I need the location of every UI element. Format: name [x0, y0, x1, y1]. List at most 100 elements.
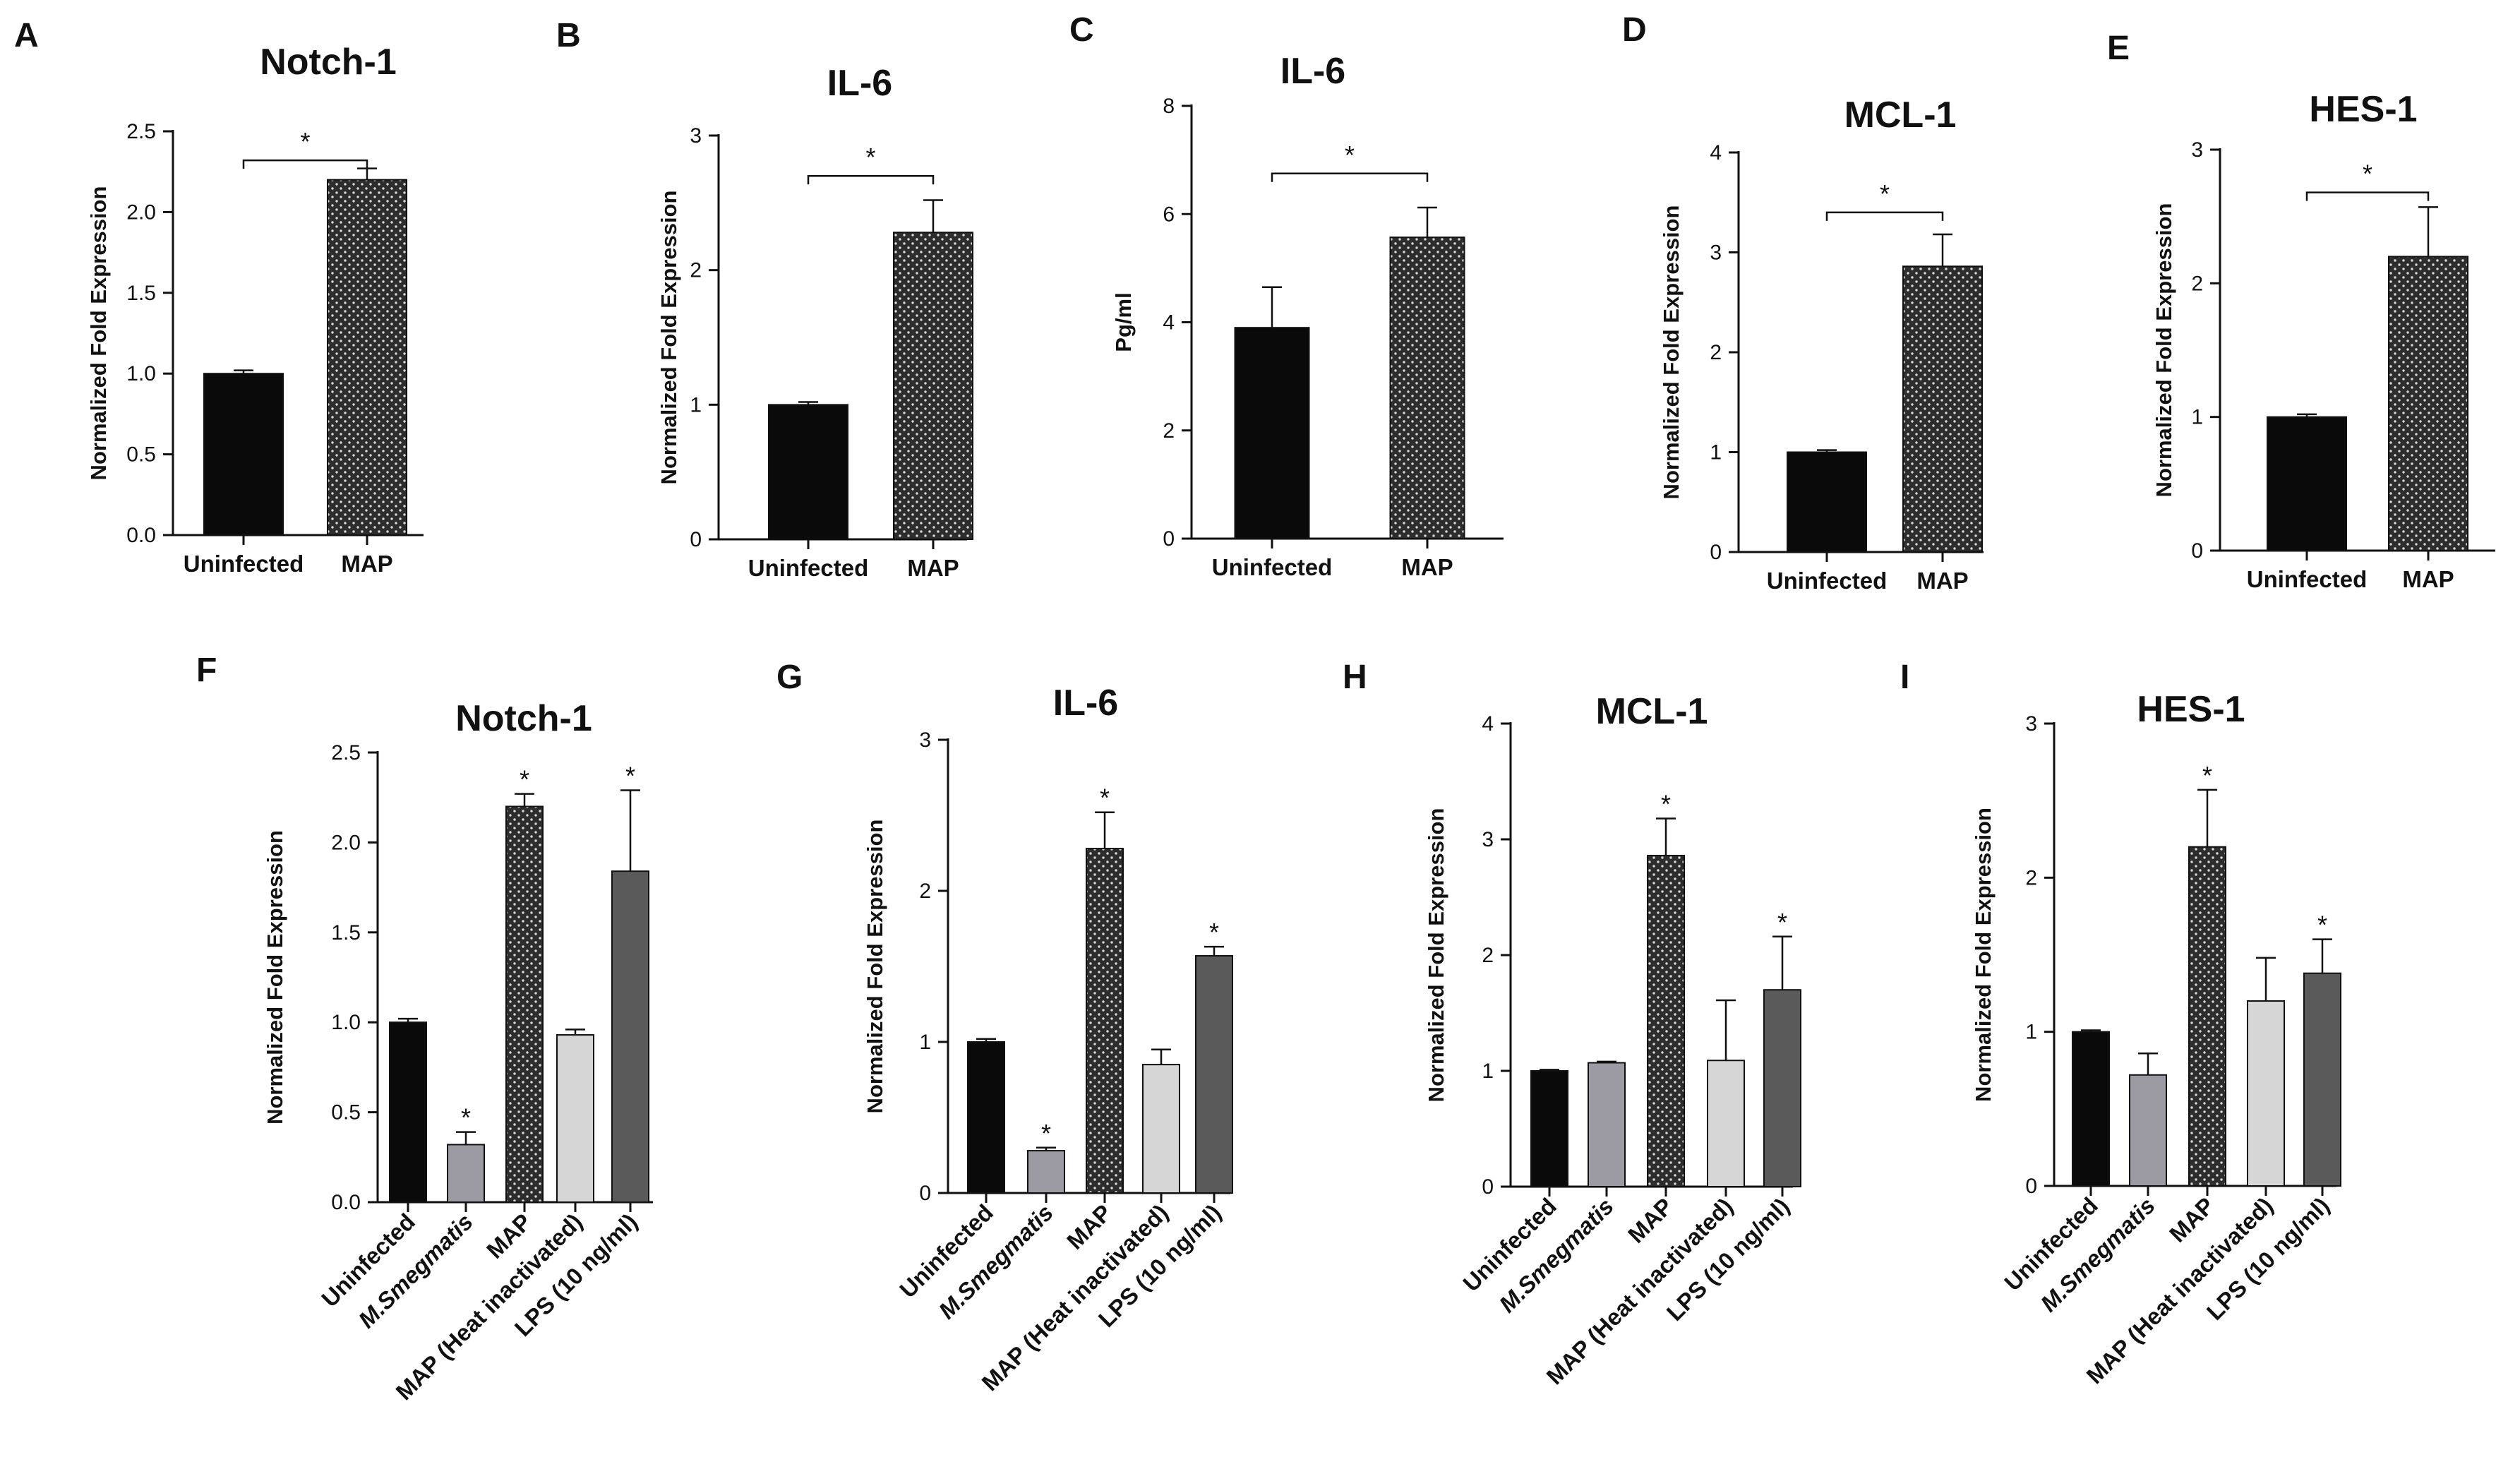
chart-a-y-axis-title: Normalized Fold Expression [86, 186, 111, 481]
chart-i-bar [2072, 1031, 2110, 1187]
chart-b-bracket-star: * [865, 143, 875, 172]
chart-d-y-tick-label: 0 [1710, 541, 1722, 564]
chart-a-category-label: MAP [341, 551, 392, 577]
panel-letter-D: D [1622, 11, 1647, 49]
chart-i-bar [2247, 1000, 2285, 1187]
chart-f-bar [556, 1034, 594, 1204]
chart-b-y-tick-label: 3 [690, 124, 702, 148]
chart-i-bar [2188, 846, 2226, 1187]
chart-e-y-tick-label: 0 [2191, 539, 2203, 563]
chart-g-y-axis-title: Normalized Fold Expression [863, 820, 887, 1114]
chart-h-y-axis-title: Normalized Fold Expression [1424, 808, 1448, 1103]
chart-f-bar [447, 1144, 485, 1203]
chart-c-il6-pgml: IL-6 Pg/ml 0 2 4 6 8 Uninfected MAP * [1111, 51, 1504, 580]
chart-a-y-tick-label: 1.0 [126, 362, 156, 385]
chart-d-mcl1: MCL-1 Normalized Fold Expression 0 1 2 3 4 Unin… [1659, 95, 1984, 594]
chart-e-hes1: HES-1 Normalized Fold Expression 0 1 2 3 Uninf… [2152, 89, 2495, 592]
chart-c-y-tick-label: 0 [1163, 527, 1175, 551]
chart-b-significance-bracket [807, 174, 935, 185]
chart-b-y-tick-label: 0 [690, 528, 702, 551]
panel-letter-F: F [196, 652, 217, 689]
chart-e-bracket-star: * [2363, 160, 2372, 188]
chart-g-title: IL-6 [1053, 683, 1118, 724]
chart-c-y-axis-title: Pg/ml [1111, 292, 1136, 352]
chart-h-y-tick-label: 4 [1482, 712, 1494, 736]
chart-b-bar [893, 232, 973, 540]
chart-f-y-tick-label: 0.5 [331, 1101, 361, 1125]
chart-h-bar [1707, 1060, 1745, 1187]
chart-a-title: Notch-1 [260, 42, 397, 83]
chart-b-y-axis-title: Normalized Fold Expression [656, 191, 681, 485]
chart-c-bracket-star: * [1345, 140, 1355, 169]
chart-i-bar [2129, 1074, 2167, 1187]
chart-f-significance-star: * [625, 762, 635, 791]
chart-c-bar [1234, 327, 1310, 539]
chart-c-category-label: Uninfected [1212, 554, 1333, 580]
chart-g-bar [1195, 955, 1233, 1194]
chart-b-bar [768, 404, 848, 540]
chart-i-y-axis-title: Normalized Fold Expression [1971, 808, 1996, 1102]
chart-d-y-tick-label: 4 [1710, 141, 1722, 164]
chart-e-bar [2388, 256, 2468, 551]
chart-f-significance-star: * [520, 765, 529, 794]
chart-d-y-tick-label: 3 [1710, 241, 1722, 265]
chart-f-y-tick-label: 0.0 [331, 1191, 361, 1214]
chart-f-bar [611, 870, 649, 1203]
chart-d-y-axis-title: Normalized Fold Expression [1659, 205, 1684, 500]
chart-d-y-tick-label: 2 [1710, 341, 1722, 364]
chart-i-title: HES-1 [2137, 689, 2245, 730]
chart-d-title: MCL-1 [1844, 95, 1957, 136]
chart-g-bar [967, 1041, 1005, 1194]
chart-d-bar [1902, 265, 1983, 553]
chart-i-y-tick-label: 0 [2025, 1175, 2037, 1198]
chart-b-y-tick-label: 1 [690, 393, 702, 416]
chart-e-category-label: Uninfected [2247, 566, 2368, 592]
chart-f-significance-star: * [461, 1103, 471, 1132]
chart-e-category-label: MAP [2402, 566, 2454, 592]
chart-d-y-tick-label: 1 [1710, 441, 1722, 464]
chart-c-title: IL-6 [1280, 51, 1345, 92]
chart-g-significance-star: * [1100, 784, 1110, 813]
chart-d-significance-bracket [1825, 211, 1944, 221]
chart-e-y-tick-label: 2 [2191, 272, 2203, 295]
chart-g-significance-star: * [1209, 918, 1219, 947]
chart-i-bar [2303, 972, 2341, 1187]
chart-a-bracket-star: * [300, 127, 310, 156]
chart-f-notch1: Notch-1 Normalized Fold Expression 0.0 0.5 1… [263, 698, 653, 1405]
chart-a-y-tick-label: 0.0 [126, 524, 156, 547]
chart-c-category-label: MAP [1401, 554, 1453, 580]
chart-d-bar [1787, 451, 1867, 553]
chart-h-title: MCL-1 [1596, 691, 1708, 732]
panel-letter-I: I [1900, 659, 1909, 696]
chart-b-category-label: Uninfected [748, 555, 869, 581]
chart-b-category-label: MAP [907, 555, 959, 581]
chart-a-y-tick-label: 2.0 [126, 200, 156, 224]
chart-f-title: Notch-1 [455, 698, 592, 739]
chart-g-y-tick-label: 0 [919, 1182, 931, 1205]
chart-b-y-tick-label: 2 [690, 259, 702, 282]
chart-d-category-label: Uninfected [1767, 568, 1888, 594]
chart-c-significance-bracket [1271, 172, 1429, 182]
chart-c-y-tick-label: 4 [1163, 311, 1175, 335]
chart-g-bar [1086, 848, 1124, 1194]
chart-a-y-tick-label: 1.5 [126, 282, 156, 305]
chart-g-y-tick-label: 3 [919, 728, 931, 752]
chart-h-bar [1530, 1070, 1568, 1187]
chart-d-bracket-star: * [1880, 179, 1890, 208]
chart-e-significance-bracket [2305, 191, 2430, 201]
chart-g-significance-star: * [1041, 1119, 1051, 1148]
chart-g-y-tick-label: 1 [919, 1031, 931, 1054]
panel-letter-H: H [1343, 659, 1367, 696]
chart-a-category-label: Uninfected [184, 551, 304, 577]
chart-f-bar [389, 1021, 427, 1203]
chart-b-title: IL-6 [827, 63, 892, 104]
chart-g-y-tick-label: 2 [919, 880, 931, 903]
chart-i-y-tick-label: 3 [2025, 712, 2037, 736]
chart-c-y-tick-label: 2 [1163, 419, 1175, 443]
chart-h-bar [1763, 989, 1801, 1187]
chart-a-bar [203, 373, 284, 536]
chart-h-y-tick-label: 3 [1482, 828, 1494, 851]
chart-c-bar [1389, 236, 1465, 539]
